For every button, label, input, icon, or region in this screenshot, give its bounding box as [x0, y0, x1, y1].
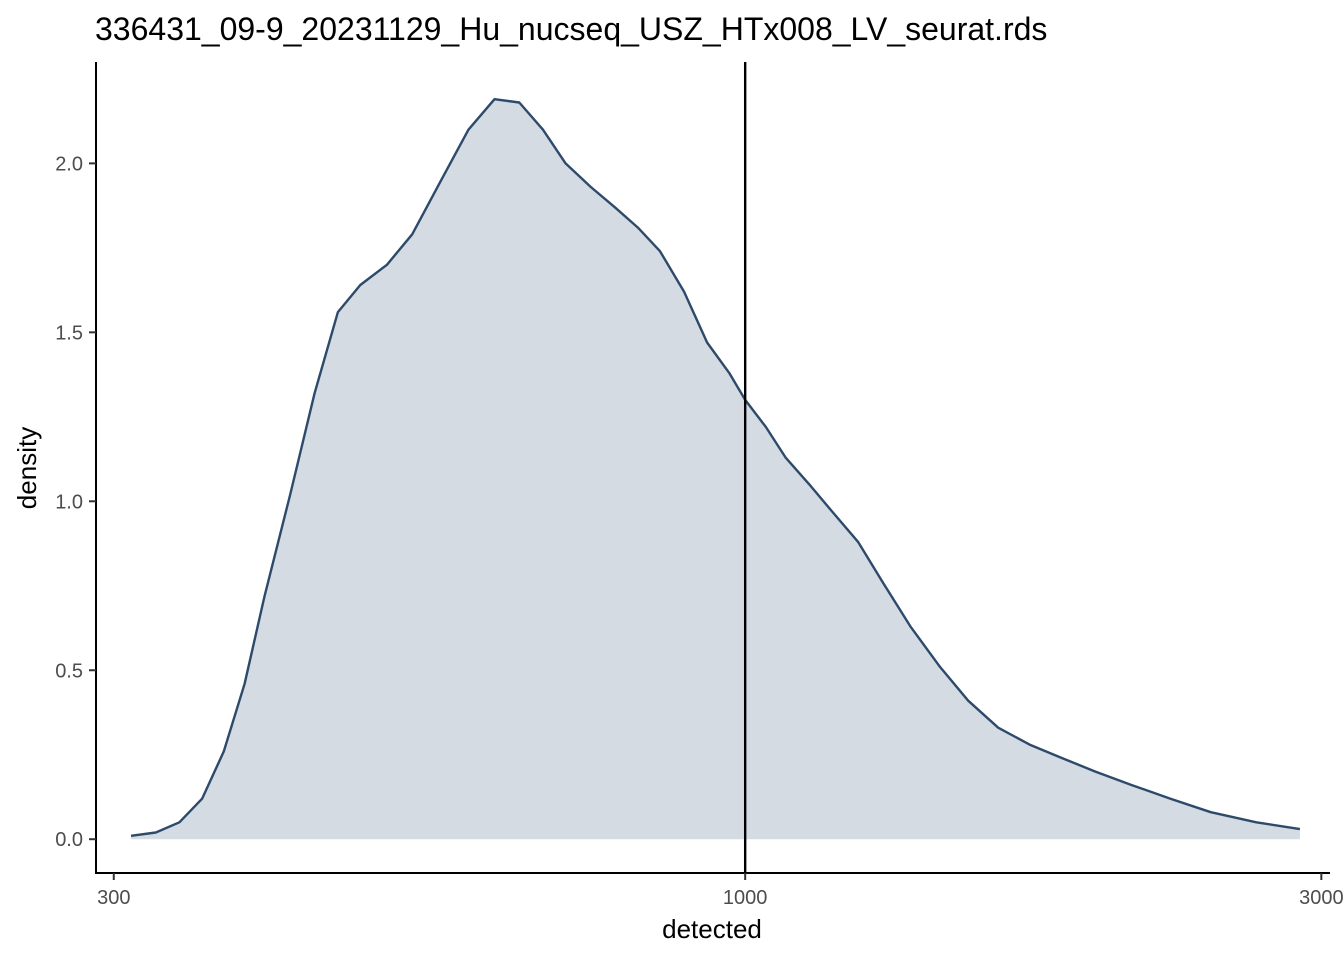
x-axis-ticks: 300 1000 3000: [97, 873, 1344, 909]
y-tick-label: 1.0: [55, 491, 83, 513]
density-area: [131, 99, 1300, 840]
y-axis-ticks: 0.0 0.5 1.0 1.5 2.0: [55, 153, 96, 851]
x-tick-label: 1000: [723, 887, 768, 909]
y-axis-title: density: [12, 427, 42, 509]
x-axis-title: detected: [662, 914, 762, 944]
x-tick-label: 3000: [1299, 887, 1344, 909]
axes: [95, 62, 1330, 874]
y-tick-label: 0.0: [55, 829, 83, 851]
y-tick-label: 2.0: [55, 153, 83, 175]
x-tick-label: 300: [97, 887, 130, 909]
y-tick-label: 0.5: [55, 660, 83, 682]
chart-title: 336431_09-9_20231129_Hu_nucseq_USZ_HTx00…: [95, 11, 1047, 47]
plot-area: [130, 62, 1301, 873]
density-line: [130, 98, 1301, 837]
y-tick-label: 1.5: [55, 322, 83, 344]
